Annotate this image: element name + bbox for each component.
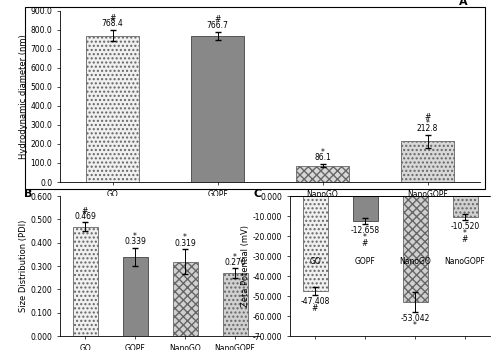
Y-axis label: Size Distribution (PDI): Size Distribution (PDI) xyxy=(18,220,28,312)
Bar xyxy=(452,196,477,217)
Text: #: # xyxy=(362,239,368,248)
Text: C: C xyxy=(254,189,262,199)
Text: -53.042: -53.042 xyxy=(400,314,430,323)
Text: NanoGOPF: NanoGOPF xyxy=(444,257,486,266)
Bar xyxy=(222,273,248,336)
Text: NanoGO: NanoGO xyxy=(399,257,431,266)
Text: #: # xyxy=(462,235,468,244)
Text: GOPF: GOPF xyxy=(354,257,376,266)
Bar xyxy=(72,226,98,336)
Text: *: * xyxy=(233,253,237,262)
Text: *: * xyxy=(183,233,187,243)
Text: #: # xyxy=(110,14,116,23)
Text: *: * xyxy=(426,119,430,128)
Text: #: # xyxy=(214,15,220,24)
Bar xyxy=(122,257,148,336)
Text: #: # xyxy=(424,113,430,122)
Text: 0.339: 0.339 xyxy=(124,237,146,246)
Text: 0.270: 0.270 xyxy=(224,258,246,267)
Text: *: * xyxy=(363,233,367,242)
Bar xyxy=(191,36,244,182)
Text: #: # xyxy=(82,207,88,216)
Bar xyxy=(302,196,328,291)
Text: *: * xyxy=(320,148,324,157)
Text: GO: GO xyxy=(309,257,321,266)
Text: 0.319: 0.319 xyxy=(174,239,196,247)
Bar xyxy=(86,36,139,182)
Text: B: B xyxy=(24,189,32,199)
Y-axis label: Hydrodynamic diameter (nm): Hydrodynamic diameter (nm) xyxy=(18,34,28,159)
Bar xyxy=(172,261,198,336)
Y-axis label: Zeta Potential (mV): Zeta Potential (mV) xyxy=(241,225,250,307)
Text: *: * xyxy=(463,229,467,238)
Bar xyxy=(296,166,349,182)
Text: 86.1: 86.1 xyxy=(314,153,331,162)
Text: 212.8: 212.8 xyxy=(417,125,438,133)
Text: *: * xyxy=(413,321,417,330)
Text: -12.658: -12.658 xyxy=(350,226,380,235)
Bar xyxy=(352,196,378,221)
Text: #: # xyxy=(312,304,318,313)
Text: -10.520: -10.520 xyxy=(450,222,480,231)
Text: *: * xyxy=(133,232,137,241)
Text: -47.408: -47.408 xyxy=(300,297,330,306)
Bar xyxy=(401,141,454,182)
Text: 766.7: 766.7 xyxy=(206,21,229,30)
Bar xyxy=(402,196,427,302)
Text: 768.4: 768.4 xyxy=(102,19,124,28)
Text: A: A xyxy=(459,0,468,7)
Text: 0.469: 0.469 xyxy=(74,212,96,221)
